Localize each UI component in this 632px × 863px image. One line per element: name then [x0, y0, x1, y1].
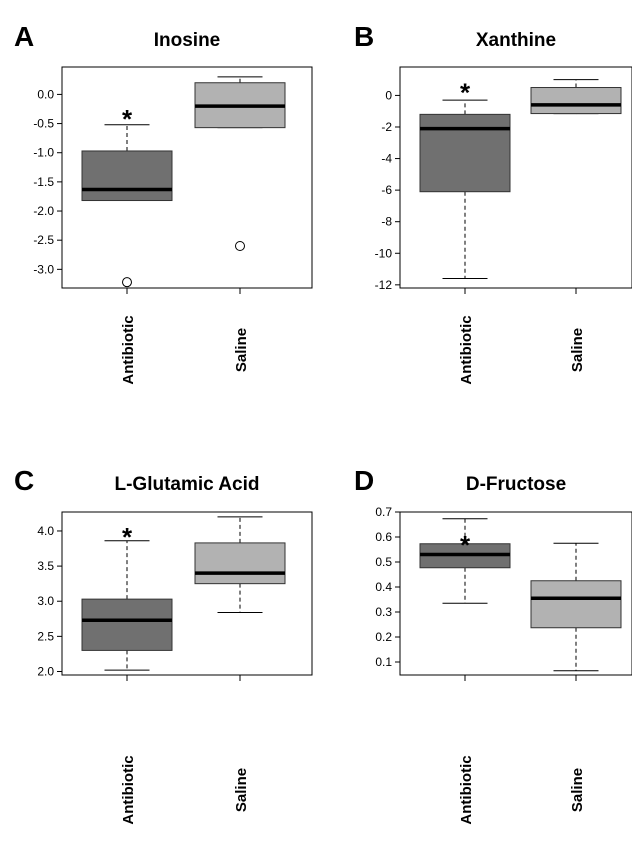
box-antibiotic	[81, 124, 173, 288]
significance-star: *	[460, 77, 471, 107]
panel-title: L-Glutamic Acid	[115, 474, 260, 495]
plot-frame	[399, 511, 632, 676]
x-category-label: Saline	[233, 328, 250, 372]
y-tick-label: 0.1	[375, 655, 392, 669]
significance-star: *	[122, 522, 133, 552]
x-category-label: Saline	[569, 768, 586, 812]
y-tick-label: 0.6	[375, 530, 392, 544]
outlier-point	[235, 241, 245, 252]
y-tick-label: 0.2	[375, 630, 392, 644]
y-tick-label: -4	[381, 152, 392, 166]
panel-b: B Xanthine 0 -2 -4 -6 -8 -10 -12 * Antibiotic Salin…	[354, 21, 632, 385]
panel-title: Inosine	[154, 30, 221, 51]
plot-frame	[61, 66, 313, 289]
plot-frame	[61, 511, 313, 676]
box-saline	[194, 76, 286, 252]
iqr-box	[194, 542, 286, 585]
y-tick-label: -1.5	[33, 175, 54, 189]
panel-letter: D	[354, 465, 374, 496]
y-tick-label: 3.5	[37, 559, 54, 573]
panel-d: D D-Fructose 0.1 0.2 0.3 0.4 0.5 0.6 0.7 * Antibio…	[354, 465, 632, 825]
y-tick-label: 2.0	[37, 664, 54, 678]
x-category-label: Antibiotic	[120, 315, 137, 384]
y-tick-label: 0.7	[375, 505, 392, 519]
x-category-label: Saline	[569, 328, 586, 372]
y-tick-label: -12	[375, 278, 393, 292]
iqr-box	[419, 113, 511, 193]
y-tick-label: -2	[381, 120, 392, 134]
box-saline	[530, 79, 622, 115]
y-tick-label: 0.0	[37, 87, 54, 101]
y-tick-label: 0	[385, 88, 392, 102]
y-tick-label: 0.3	[375, 605, 392, 619]
iqr-box	[81, 150, 173, 202]
iqr-box	[530, 580, 622, 629]
x-category-label: Antibiotic	[120, 755, 137, 824]
outlier-point	[122, 277, 132, 288]
box-saline	[530, 542, 622, 672]
y-tick-label: 0.5	[375, 555, 392, 569]
panel-title: Xanthine	[476, 30, 556, 51]
significance-star: *	[460, 530, 471, 560]
y-tick-label: -1.0	[33, 146, 54, 160]
y-tick-label: 0.4	[375, 580, 392, 594]
y-tick-label: -6	[381, 183, 392, 197]
box-antibiotic	[419, 99, 511, 280]
y-tick-label: -3.0	[33, 262, 54, 276]
panel-letter: A	[14, 21, 34, 52]
panel-title: D-Fructose	[466, 474, 566, 495]
y-tick-label: 4.0	[37, 524, 54, 538]
panel-letter: B	[354, 21, 374, 52]
iqr-box	[530, 87, 622, 115]
x-category-label: Antibiotic	[458, 755, 475, 824]
iqr-box	[81, 598, 173, 651]
plot-frame	[399, 66, 632, 289]
box-antibiotic	[81, 540, 173, 671]
y-tick-label: -10	[375, 246, 393, 260]
y-tick-label: -0.5	[33, 117, 54, 131]
panel-a: A Inosine 0.0 -0.5 -1.0 -1.5 -2.0 -2.5 -3.0 * Anti…	[14, 21, 313, 385]
significance-star: *	[122, 104, 133, 134]
y-tick-label: -2.0	[33, 204, 54, 218]
y-tick-label: 3.0	[37, 594, 54, 608]
y-tick-label: -8	[381, 215, 392, 229]
box-saline	[194, 516, 286, 613]
box-antibiotic	[419, 518, 511, 604]
panel-letter: C	[14, 465, 34, 496]
x-category-label: Saline	[233, 768, 250, 812]
panel-c: C L-Glutamic Acid 2.0 2.5 3.0 3.5 4.0 * Antibiot…	[14, 465, 313, 825]
y-tick-label: -2.5	[33, 233, 54, 247]
x-category-label: Antibiotic	[458, 315, 475, 384]
y-tick-label: 2.5	[37, 629, 54, 643]
